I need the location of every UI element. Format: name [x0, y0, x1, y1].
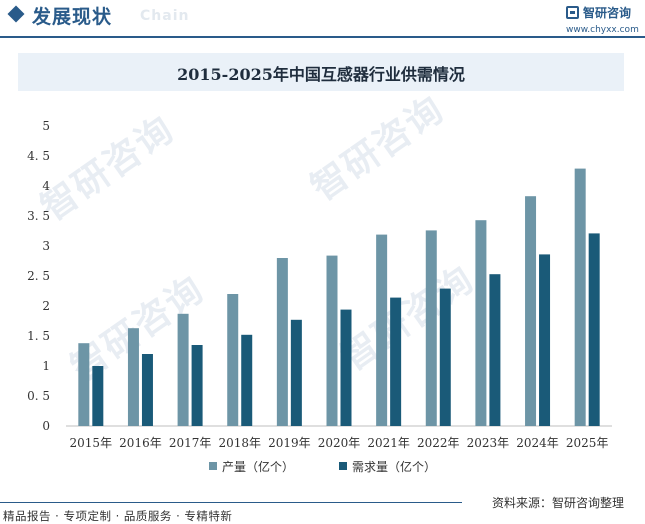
bar: [241, 334, 253, 426]
brand-logo-icon: [566, 6, 579, 19]
bar: [588, 233, 600, 426]
bar: [290, 319, 302, 426]
bar: [92, 366, 104, 426]
x-tick-label: 2024年: [516, 436, 559, 450]
y-tick-label: 3: [42, 239, 50, 253]
footer-divider: [0, 502, 462, 503]
legend-swatch: [209, 462, 217, 470]
x-tick-label: 2020年: [318, 436, 361, 450]
y-tick-label: 2. 5: [27, 269, 50, 283]
bar: [127, 328, 139, 426]
brand-logo-block: 智研咨询 www.chyxx.com: [566, 4, 644, 38]
x-tick-label: 2019年: [268, 436, 311, 450]
y-tick-label: 0. 5: [27, 389, 50, 403]
section-title: 发展现状: [32, 6, 113, 28]
bar: [439, 288, 451, 426]
y-tick-label: 4: [42, 179, 50, 193]
legend-label: 需求量（亿个）: [352, 459, 436, 474]
bar: [376, 234, 388, 426]
bar: [276, 258, 288, 426]
section-header: 发展现状 Chain 智研咨询 www.chyxx.com: [0, 0, 645, 35]
x-tick-label: 2023年: [467, 436, 510, 450]
bar: [340, 309, 352, 426]
bar: [326, 255, 338, 426]
y-tick-label: 0: [42, 419, 50, 433]
bar: [227, 294, 239, 426]
bar: [177, 313, 189, 426]
chart-title-band: [18, 53, 624, 91]
chart-title: 2015-2025年中国互感器行业供需情况: [177, 65, 465, 84]
x-tick-label: 2015年: [70, 436, 113, 450]
y-tick-label: 1: [42, 359, 50, 373]
bar: [574, 168, 586, 426]
bar: [390, 297, 402, 426]
legend-swatch: [339, 462, 347, 470]
bar: [475, 220, 487, 426]
bar: [539, 254, 551, 426]
brand-url: www.chyxx.com: [566, 25, 639, 35]
x-tick-label: 2016年: [119, 436, 162, 450]
bar: [191, 345, 203, 426]
bar: [425, 230, 437, 426]
x-tick-label: 2025年: [566, 436, 609, 450]
footer-tagline: 精品报告 · 专项定制 · 品质服务 · 专精特新: [3, 509, 233, 523]
x-tick-label: 2022年: [417, 436, 460, 450]
header-divider: [0, 36, 645, 38]
section-subtitle: Chain: [140, 8, 190, 24]
source-note: 资料来源：智研咨询整理: [492, 496, 625, 510]
bar: [525, 196, 537, 426]
bar: [489, 274, 501, 426]
legend-label: 产量（亿个）: [222, 459, 294, 474]
bar: [78, 343, 90, 426]
x-tick-label: 2018年: [218, 436, 261, 450]
y-tick-label: 3. 5: [27, 209, 50, 223]
brand-name: 智研咨询: [583, 6, 632, 20]
y-tick-label: 4. 5: [27, 149, 50, 163]
y-tick-label: 5: [42, 119, 50, 133]
bar: [141, 354, 153, 426]
y-tick-label: 2: [42, 299, 50, 313]
x-tick-label: 2021年: [367, 436, 410, 450]
y-tick-label: 1. 5: [27, 329, 50, 343]
x-tick-label: 2017年: [169, 436, 212, 450]
